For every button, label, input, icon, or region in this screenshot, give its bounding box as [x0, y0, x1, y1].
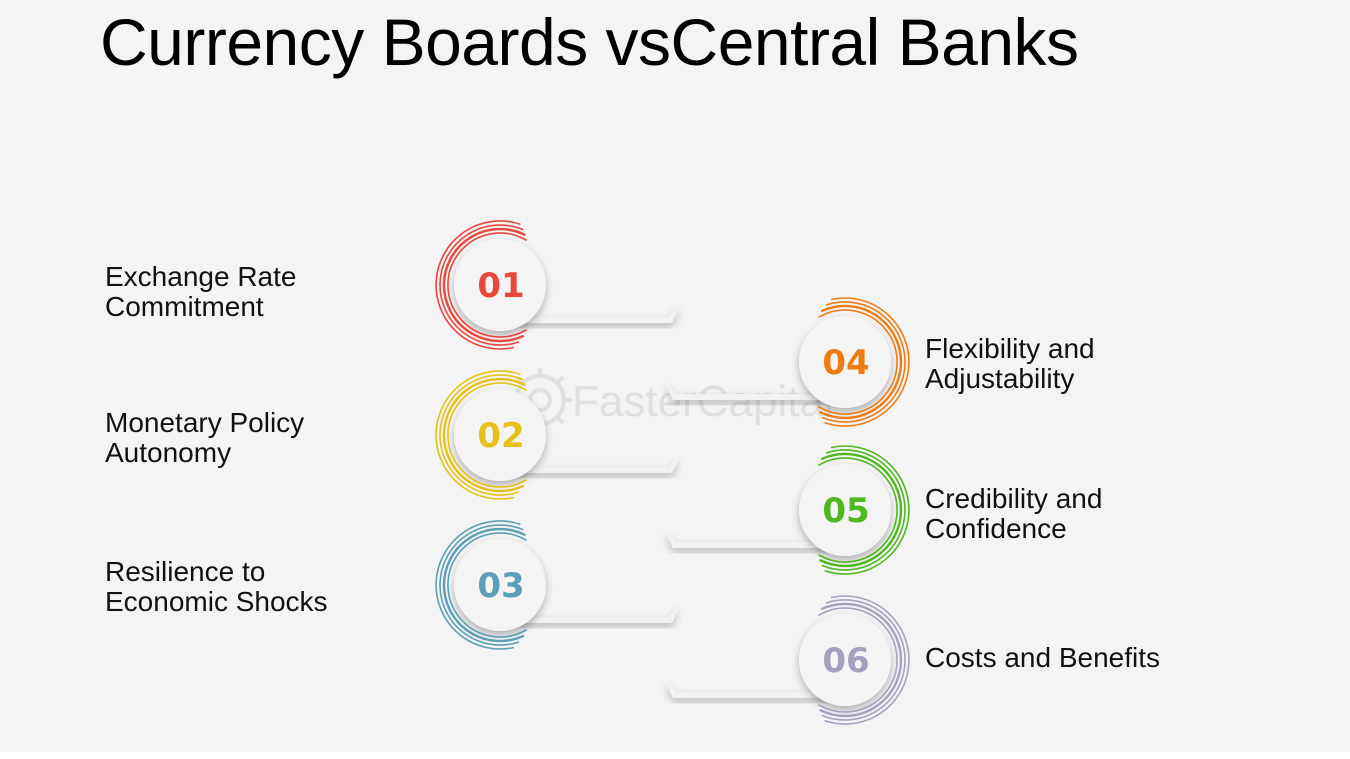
step-number: 01 [477, 266, 524, 306]
step-circle [454, 389, 546, 481]
step-label-line: Flexibility and [925, 333, 1095, 364]
watermark-text: FasterCapital [572, 377, 834, 426]
step-02: 02 [435, 370, 680, 500]
ring-arc [439, 374, 524, 496]
step-label-02: Monetary Policy Autonomy [105, 408, 304, 468]
step-number: 04 [822, 343, 869, 383]
step-label-line: Monetary Policy [105, 407, 305, 438]
ring-arc [435, 370, 521, 500]
ring-arc [439, 224, 524, 346]
ring-arc [442, 377, 526, 493]
ring-arc [821, 449, 906, 571]
step-04: 04 [665, 297, 910, 427]
connector-bar [665, 382, 845, 400]
ring-arc [442, 527, 526, 643]
step-label-01: Exchange Rate Commitment [105, 262, 296, 322]
step-03: 03 [435, 520, 680, 650]
step-label-line: Credibility and [925, 483, 1103, 514]
watermark: FasterCapital [508, 368, 834, 432]
step-circle [454, 539, 546, 631]
ring-arc [439, 524, 524, 646]
page-title: Currency Boards vsCentral Banks [100, 5, 1079, 79]
ring-arc [818, 607, 898, 713]
step-label-04: Flexibility and Adjustability [925, 334, 1095, 394]
step-label-line: Autonomy [105, 437, 232, 468]
connector-bar [665, 680, 845, 698]
connector-bar [500, 605, 680, 623]
step-label-05: Credibility and Confidence [925, 484, 1102, 544]
step-label-line: Costs and Benefits [925, 642, 1161, 673]
ring-arc [435, 220, 521, 350]
step-label-06: Costs and Benefits [925, 643, 1160, 673]
step-label-line: Commitment [105, 291, 264, 322]
ring-arc [824, 445, 910, 575]
step-label-line: Economic Shocks [105, 586, 328, 617]
step-label-line: Exchange Rate [105, 261, 297, 292]
step-01: 01 [435, 220, 680, 350]
ring-arc [447, 532, 527, 638]
ring-arc [435, 520, 521, 650]
connector-bar [665, 530, 845, 548]
step-05: 05 [665, 445, 910, 575]
step-label-line: Resilience to [105, 556, 266, 587]
bottom-band [0, 752, 1350, 759]
ring-arc [819, 304, 903, 420]
connector-bar [500, 455, 680, 473]
ring-arc [824, 297, 910, 427]
ring-arc [818, 309, 898, 415]
step-number: 03 [477, 566, 524, 606]
step-label-line: Confidence [925, 513, 1067, 544]
ring-arc [442, 227, 526, 343]
step-06: 06 [665, 595, 910, 725]
step-number: 02 [477, 416, 524, 456]
ring-arc [819, 602, 903, 718]
ring-arc [447, 232, 527, 338]
step-label-03: Resilience to Economic Shocks [105, 557, 328, 617]
step-number: 05 [822, 491, 869, 531]
step-circle [799, 614, 891, 706]
step-circle [454, 239, 546, 331]
connector-bar [500, 305, 680, 323]
ring-arc [821, 301, 906, 423]
ring-arc [824, 595, 910, 725]
step-circle [799, 464, 891, 556]
ring-arc [447, 382, 527, 488]
ring-arc [818, 457, 898, 563]
ring-arc [821, 599, 906, 721]
ring-arc [819, 452, 903, 568]
step-label-line: Adjustability [925, 363, 1075, 394]
step-circle [799, 316, 891, 408]
step-number: 06 [822, 641, 869, 681]
